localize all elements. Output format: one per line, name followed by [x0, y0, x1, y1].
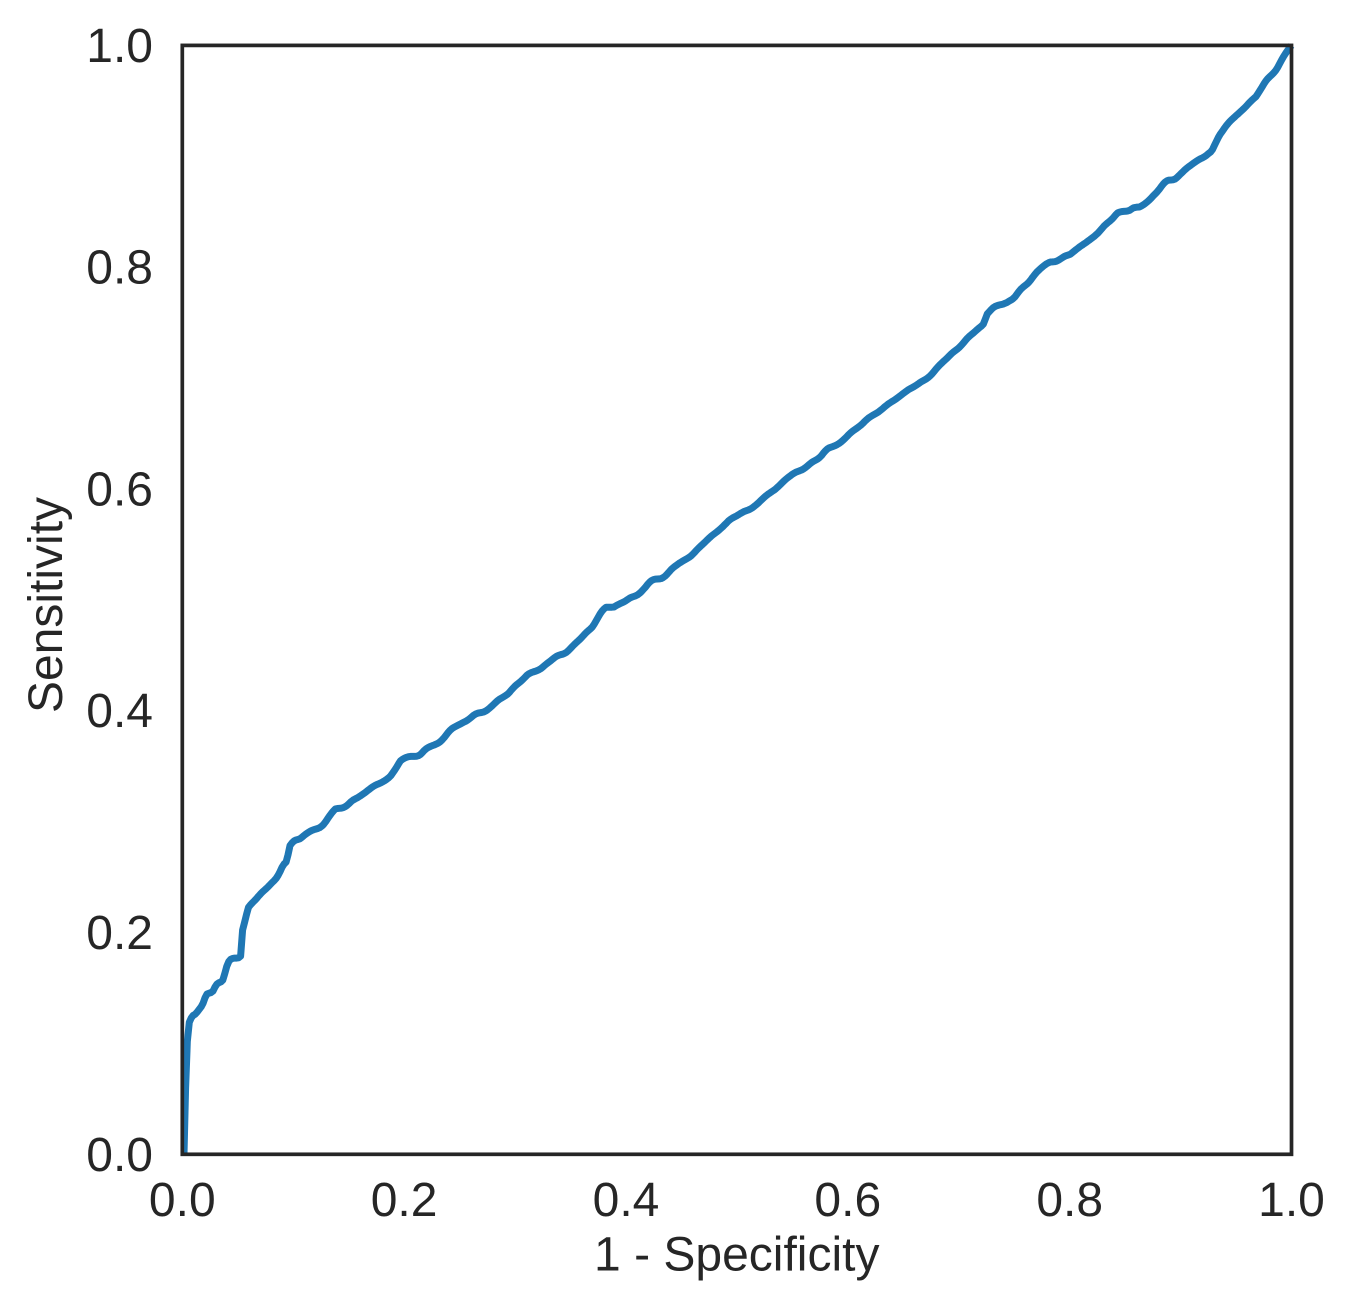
svg-text:0.8: 0.8 — [1036, 1174, 1103, 1227]
svg-text:0.0: 0.0 — [149, 1174, 216, 1227]
svg-text:0.4: 0.4 — [86, 685, 153, 738]
svg-text:1.0: 1.0 — [1258, 1174, 1325, 1227]
svg-text:0.2: 0.2 — [371, 1174, 438, 1227]
svg-text:0.6: 0.6 — [86, 464, 153, 517]
svg-text:1 - Specificity: 1 - Specificity — [594, 1229, 879, 1282]
svg-text:0.2: 0.2 — [86, 907, 153, 960]
svg-text:0.6: 0.6 — [814, 1174, 881, 1227]
svg-text:0.0: 0.0 — [86, 1129, 153, 1182]
svg-text:1.0: 1.0 — [86, 20, 153, 73]
svg-text:0.4: 0.4 — [593, 1174, 660, 1227]
svg-text:0.8: 0.8 — [86, 242, 153, 295]
svg-text:Sensitivity: Sensitivity — [20, 497, 73, 713]
